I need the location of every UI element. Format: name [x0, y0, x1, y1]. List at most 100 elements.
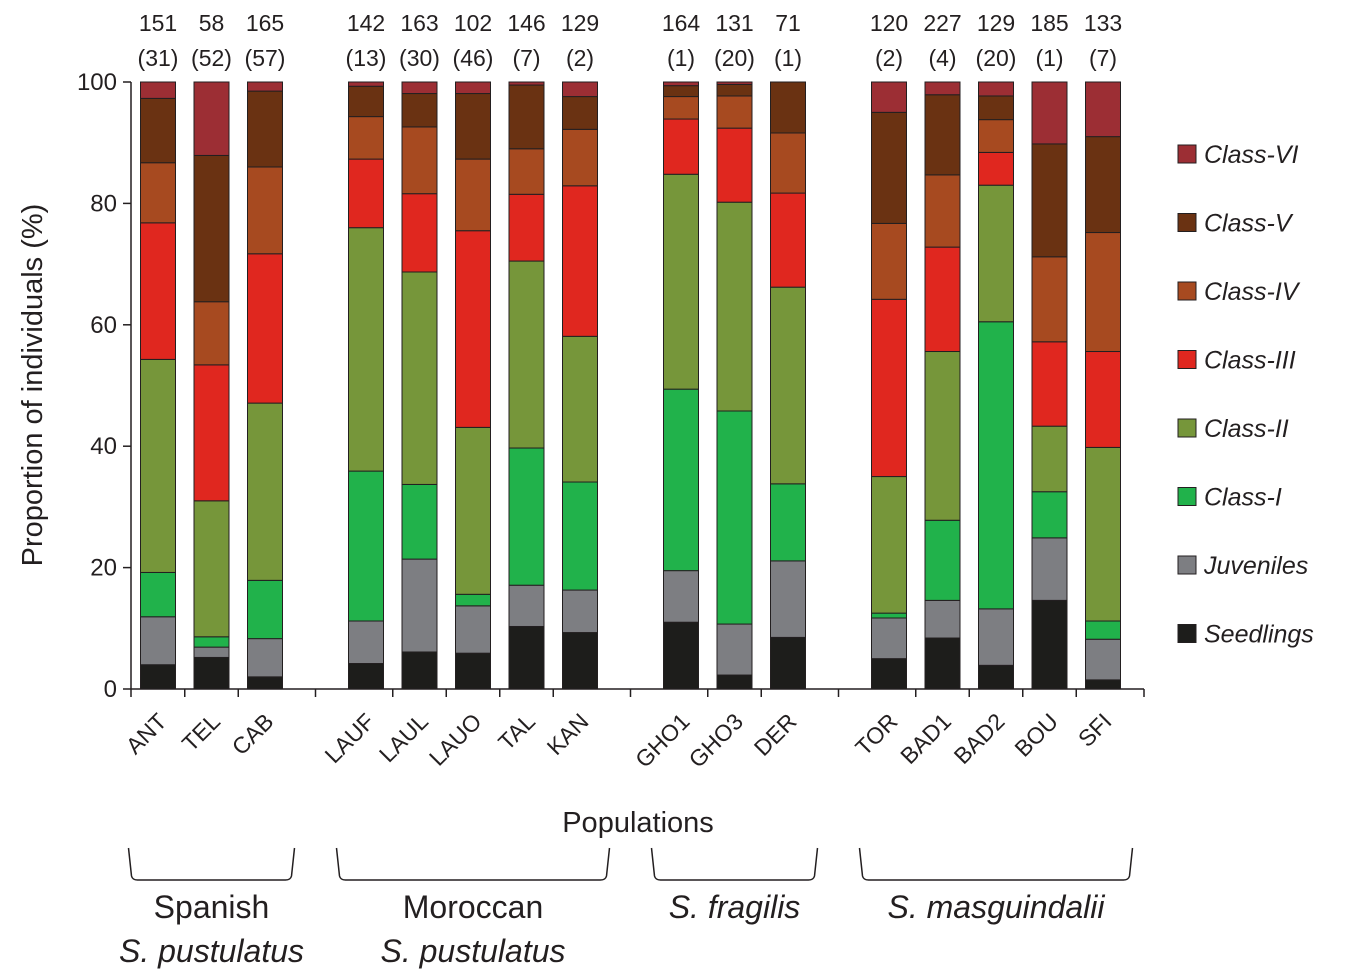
x-tick-label-cab: CAB	[227, 708, 279, 760]
bar-segment-bad1-class-iii	[924, 246, 961, 353]
y-tick-label: 40	[90, 433, 117, 460]
bar-segment-laul-class-vi	[401, 81, 438, 95]
bar-segment-lauf-class-ii	[348, 227, 384, 472]
count-secondary-label-gho3: (20)	[714, 45, 755, 71]
group-s-fragilis: S. fragilis	[650, 847, 819, 925]
bar-segment-gho1-class-iii	[663, 118, 699, 175]
bar-segment-lauo-seedlings	[455, 652, 491, 690]
count-secondary-label-lauf: (13)	[346, 45, 387, 71]
bar-tor	[871, 81, 907, 690]
count-label-gho3: 131	[715, 10, 753, 36]
bar-segment-ant-class-v	[140, 97, 176, 164]
bar-segment-gho1-seedlings	[663, 621, 699, 690]
bars	[140, 81, 1121, 690]
bar-kan	[562, 81, 598, 690]
legend-item-class-iii: Class-III	[1177, 347, 1296, 375]
x-tick-label-tel: TEL	[177, 708, 225, 756]
bar-segment-der-seedlings	[770, 636, 806, 690]
bar-segment-bad2-class-iv	[978, 119, 1014, 153]
group-label-line1: Spanish	[154, 889, 270, 925]
count-label-lauf: 142	[347, 10, 385, 36]
bar-segment-ant-class-iii	[140, 222, 176, 360]
bar-segment-gho3-class-iii	[716, 127, 753, 203]
bar-segment-lauf-class-v	[348, 85, 384, 118]
count-secondary-label-bou: (1)	[1035, 45, 1063, 71]
legend-swatch	[1177, 487, 1197, 506]
x-tick-label-lauf: LAUF	[320, 708, 380, 768]
legend-item-seedlings: Seedlings	[1177, 621, 1314, 649]
x-tick-label-tor: TOR	[850, 708, 902, 760]
bar-segment-tor-class-iii	[871, 298, 907, 478]
legend-swatch	[1177, 144, 1197, 164]
y-tick-label: 20	[90, 555, 117, 582]
bar-segment-gho3-class-i	[716, 410, 753, 625]
bar-segment-tor-class-iv	[871, 222, 907, 300]
bar-segment-gho1-class-ii	[663, 173, 699, 390]
group-moroccan-s-pustulatus: Moroccan S. pustulatus	[335, 847, 611, 969]
x-tick-label-bou: BOU	[1009, 708, 1063, 762]
bar-segment-sfi-class-ii	[1085, 446, 1121, 622]
count-secondary-label-cab: (57)	[245, 45, 286, 71]
legend-swatch	[1177, 350, 1197, 369]
bar-segment-lauf-seedlings	[348, 663, 384, 690]
bar-segment-lauf-class-iv	[348, 116, 384, 160]
legend-item-class-i: Class-I	[1177, 484, 1282, 512]
bar-cab	[247, 81, 283, 690]
bar-segment-gho3-juveniles	[716, 623, 753, 676]
bar-segment-der-class-ii	[770, 286, 806, 485]
bar-segment-gho1-class-vi	[663, 81, 699, 87]
bar-segment-bou-class-i	[1031, 491, 1068, 539]
bar-segment-kan-class-iii	[562, 185, 598, 337]
bar-segment-cab-seedlings	[247, 676, 283, 690]
group-bracket	[650, 847, 819, 881]
bar-segment-laul-class-i	[401, 483, 438, 560]
x-tick-label-der: DER	[749, 708, 802, 761]
count-label-lauo: 102	[454, 10, 492, 36]
x-tick-label-laul: LAUL	[374, 708, 433, 767]
bar-segment-tal-class-iv	[508, 148, 545, 195]
bar-segment-tor-class-ii	[871, 476, 907, 614]
legend-label: Class-V	[1204, 210, 1294, 238]
count-label-ant: 151	[139, 10, 177, 36]
bar-segment-gho1-juveniles	[663, 570, 699, 623]
legend-item-class-vi: Class-VI	[1177, 141, 1299, 169]
bar-segment-bad2-class-ii	[978, 184, 1014, 323]
legend-label: Juveniles	[1203, 552, 1308, 580]
bar-segment-bad2-class-vi	[978, 81, 1014, 97]
x-tick-label-tal: TAL	[493, 708, 540, 755]
count-label-der: 71	[775, 10, 801, 36]
legend-swatch	[1177, 281, 1197, 301]
bar-segment-laul-seedlings	[401, 651, 438, 690]
legend-item-class-iv: Class-IV	[1177, 278, 1301, 306]
bar-segment-cab-class-vi	[247, 81, 283, 92]
y-tick-label: 60	[90, 312, 117, 339]
count-label-cab: 165	[246, 10, 284, 36]
bar-bad2	[978, 81, 1014, 690]
bar-segment-gho3-class-ii	[716, 201, 753, 412]
bar-segment-lauo-class-vi	[455, 81, 491, 95]
bar-segment-kan-class-iv	[562, 128, 598, 187]
bar-segment-gho3-seedlings	[716, 674, 753, 690]
bar-segment-tal-class-i	[508, 447, 545, 586]
bar-segment-tor-juveniles	[871, 617, 907, 660]
bar-segment-laul-juveniles	[401, 558, 438, 653]
group-bracket	[127, 847, 296, 881]
bar-segment-tal-class-iii	[508, 193, 545, 262]
bar-gho3	[716, 81, 753, 690]
legend-swatch	[1177, 418, 1197, 438]
legend-swatch	[1177, 555, 1197, 575]
count-label-tal: 146	[507, 10, 545, 36]
bar-segment-kan-class-i	[562, 481, 598, 591]
x-ticks	[130, 689, 1145, 697]
bar-segment-cab-class-v	[247, 90, 283, 168]
group-s-masguindalii: S. masguindalii	[858, 847, 1134, 925]
x-tick-label-gho1: GHO1	[630, 708, 694, 772]
bar-segment-der-class-i	[770, 483, 806, 562]
legend-item-class-ii: Class-II	[1177, 415, 1289, 443]
bar-tal	[508, 81, 545, 690]
axes: 0 20 40 60 80 100	[77, 69, 1145, 703]
bar-segment-ant-seedlings	[140, 664, 176, 690]
bar-segment-bou-seedlings	[1031, 599, 1068, 690]
group-spanish-s-pustulatus: Spanish S. pustulatus	[119, 847, 304, 969]
bar-segment-laul-class-v	[401, 93, 438, 128]
